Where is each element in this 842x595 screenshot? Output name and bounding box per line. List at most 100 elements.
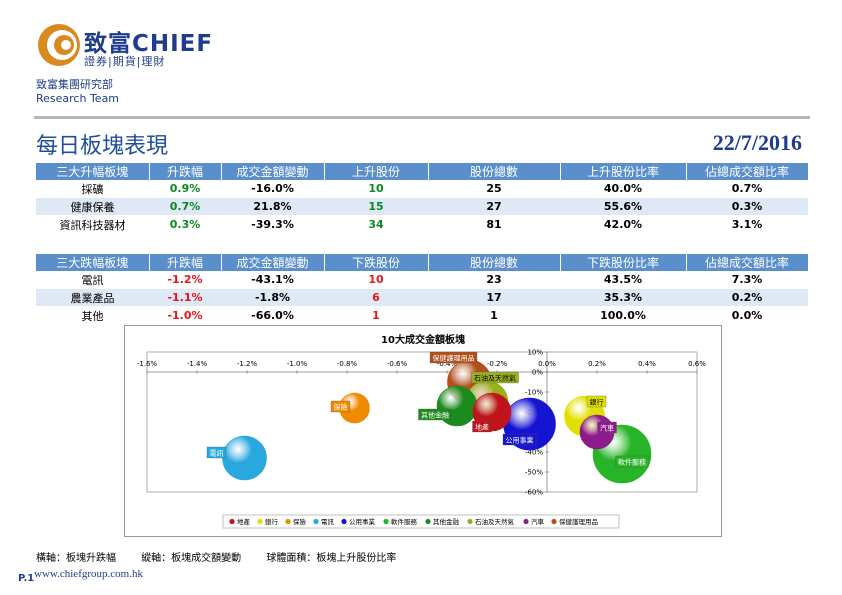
rising-ratio: 55.6% <box>560 197 686 216</box>
legend-box <box>222 514 620 529</box>
y-axis-note: 縱軸：板塊成交額變動 <box>141 553 242 564</box>
rising-count: 10 <box>324 180 428 198</box>
x-tick-label: -1.2% <box>237 360 258 368</box>
bubble-size-note: 球體面積：板塊上升股份比率 <box>266 553 397 564</box>
brand-tagline: 證券|期貨|理財 <box>84 55 166 68</box>
bubble-label-text: 汽車 <box>600 424 614 433</box>
legend-marker <box>341 518 347 525</box>
turnover-share: 0.2% <box>686 288 808 307</box>
bubble-label-2: 銀行 <box>586 395 607 408</box>
column-header: 升跌幅 <box>149 163 222 180</box>
bubble-label-7: 其他金融 <box>418 408 452 421</box>
turnover-share: 3.1% <box>686 215 808 234</box>
legend-label: 汽車 <box>531 517 545 526</box>
y-tick-label: -60% <box>525 489 543 497</box>
rising-count: 15 <box>324 197 428 216</box>
bubble-label-text: 軟件服務 <box>618 458 646 467</box>
bubble-label-text: 電訊 <box>210 449 224 458</box>
chart-title: 10大成交金額板塊 <box>381 333 465 346</box>
y-tick-label: -10% <box>525 389 543 397</box>
turnover-share: 0.3% <box>686 197 808 216</box>
department-en: Research Team <box>36 92 120 105</box>
sector-change: 0.3% <box>149 215 221 234</box>
bubble-label-6: 軟件服務 <box>615 455 649 468</box>
sector-name: 電訊 <box>36 271 149 289</box>
rising-ratio: 42.0% <box>560 215 686 234</box>
column-header: 成交金額變動 <box>221 254 325 271</box>
sector-change: -1.0% <box>149 306 221 325</box>
y-tick-label: 10% <box>527 349 543 357</box>
department: 致富集團研究部 Research Team <box>36 78 119 106</box>
bubble-chart-frame: 10大成交金額板塊 -1.6% -1.4% -1.2% -1.0% -0.8% -0.6%… <box>124 325 722 537</box>
bubble-label-box <box>597 421 617 434</box>
total-count: 81 <box>428 215 560 234</box>
y-tick-label: 0% <box>532 369 543 377</box>
turnover-share: 0.0% <box>686 306 808 325</box>
legend-marker <box>313 518 319 525</box>
column-header: 三大升幅板塊 <box>36 163 150 180</box>
department-cn: 致富集團研究部 <box>36 78 113 91</box>
x-axis-note: 橫軸：板塊升跌幅 <box>36 553 116 564</box>
turnover-change: -16.0% <box>221 180 324 198</box>
legend-label: 電訊 <box>321 517 335 526</box>
column-header: 上升股份比率 <box>560 163 687 180</box>
bubble-label-text: 其他金融 <box>421 411 449 420</box>
table-row: 健康保養 0.7% 21.8% 15 27 55.6% 0.3% <box>36 197 808 216</box>
table-row: 農業產品 -1.1% -1.8% 6 17 35.3% 0.2% <box>36 288 808 307</box>
x-tick-label: 0.4% <box>638 360 656 368</box>
turnover-change: -43.1% <box>221 271 324 289</box>
column-header: 股份總數 <box>428 163 561 180</box>
table-header-row: 三大升幅板塊 升跌幅 成交金額變動 上升股份 股份總數 上升股份比率 佔總成交額… <box>36 163 809 180</box>
bubble-label-text: 石油及天然氣 <box>474 374 516 383</box>
website-link[interactable]: www.chiefgroup.com.hk <box>34 568 143 580</box>
turnover-change: -66.0% <box>221 306 324 325</box>
x-tick-label: -1.6% <box>137 360 158 368</box>
bubble-label-4: 電訊 <box>206 446 227 459</box>
sector-change: -1.2% <box>149 271 221 289</box>
legend-marker <box>285 518 291 525</box>
column-header: 股份總數 <box>428 254 561 271</box>
sector-name: 採礦 <box>36 180 149 198</box>
bubble-label-text: 公用事業 <box>506 436 534 445</box>
sector-name: 其他 <box>36 306 149 325</box>
sector-change: 0.7% <box>149 197 221 216</box>
turnover-change: -39.3% <box>221 215 324 234</box>
legend-marker <box>257 518 263 525</box>
bubble-label-text: 地產 <box>475 423 489 432</box>
sector-change: 0.9% <box>149 180 221 198</box>
turnover-share: 7.3% <box>686 271 808 289</box>
legend-label: 軟件服務 <box>391 517 418 526</box>
legend-label: 保健護理用品 <box>559 517 598 526</box>
table-row: 資訊科技器材 0.3% -39.3% 34 81 42.0% 3.1% <box>36 215 808 234</box>
x-tick-label: -0.4% <box>437 360 458 368</box>
legend-marker <box>425 518 431 525</box>
chief-logo-mark <box>38 24 80 66</box>
column-header: 上升股份 <box>324 163 429 180</box>
bubble-label-text: 銀行 <box>590 398 604 407</box>
column-header: 下跌股份比率 <box>560 254 687 271</box>
rising-ratio: 40.0% <box>560 180 686 198</box>
page-title: 每日板塊表現 <box>36 134 169 159</box>
header-divider <box>34 116 810 119</box>
report-date: 22/7/2016 <box>712 130 802 155</box>
x-tick-label: -1.0% <box>287 360 308 368</box>
x-tick-label: -1.4% <box>187 360 208 368</box>
legend-label: 石油及天然氣 <box>475 517 515 526</box>
top-rising-sectors-table: 三大升幅板塊 升跌幅 成交金額變動 上升股份 股份總數 上升股份比率 佔總成交額… <box>36 163 809 234</box>
legend-marker <box>229 518 235 525</box>
column-header: 成交金額變動 <box>221 163 325 180</box>
legend-marker <box>523 518 529 525</box>
column-header: 佔總成交額比率 <box>686 163 809 180</box>
table-row: 電訊 -1.2% -43.1% 10 23 43.5% 7.3% <box>36 271 808 289</box>
bubble-label-box <box>330 400 351 413</box>
rising-count: 34 <box>324 215 428 234</box>
bubble-label-text: 保健護理用品 <box>433 354 475 363</box>
legend-label: 保險 <box>293 517 307 526</box>
sector-name: 資訊科技器材 <box>36 215 149 234</box>
bubble-label-box <box>418 408 452 421</box>
column-header: 三大跌幅板塊 <box>36 254 150 271</box>
bubble-4 <box>222 435 267 481</box>
x-tick-label: 0.6% <box>688 360 706 368</box>
column-header: 升跌幅 <box>149 254 222 271</box>
legend-marker <box>551 518 557 525</box>
